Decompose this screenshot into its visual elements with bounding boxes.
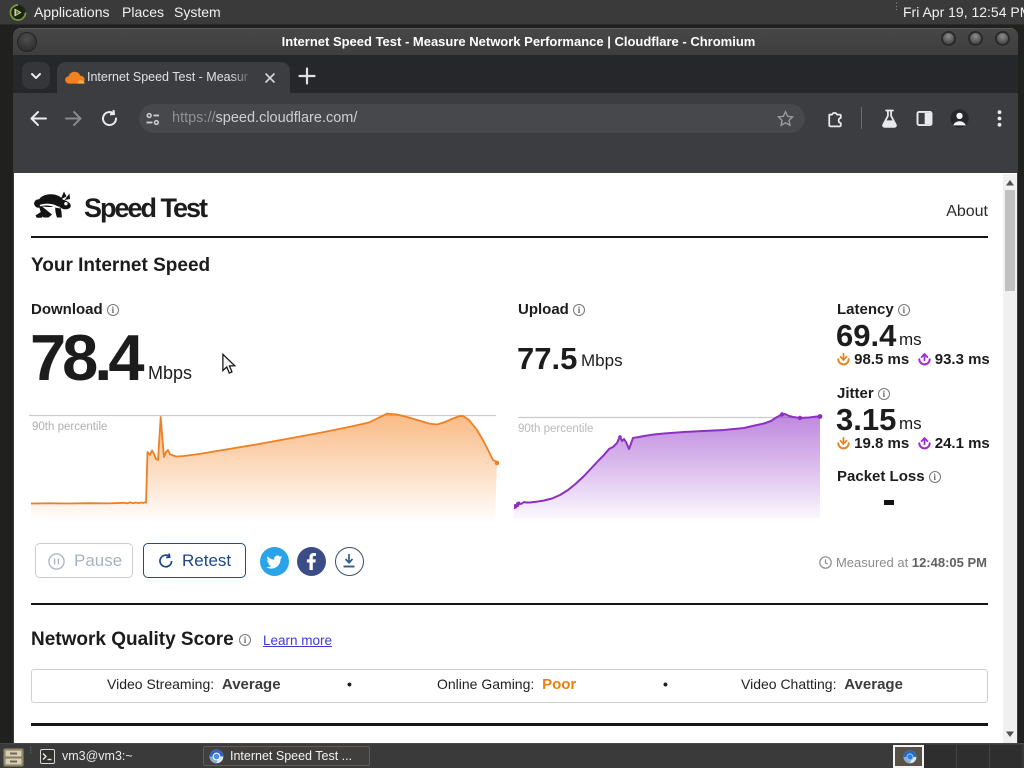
svg-text:90th percentile: 90th percentile	[32, 421, 107, 433]
svg-text:90th percentile: 90th percentile	[518, 423, 593, 435]
